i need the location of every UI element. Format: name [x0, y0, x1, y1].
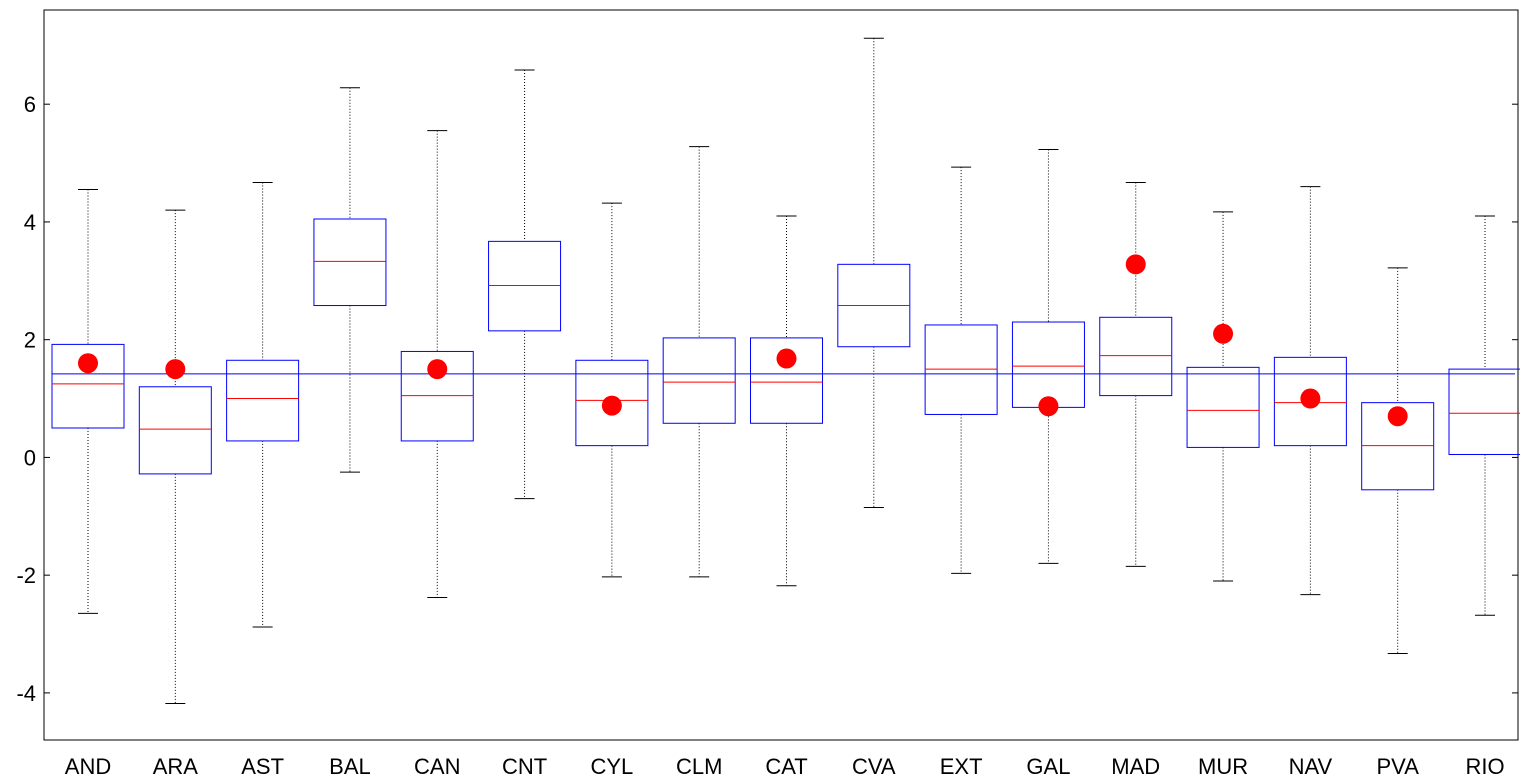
- x-tick-label: GAL: [1026, 754, 1070, 779]
- observed-point: [1038, 396, 1059, 417]
- plot-frame: [43, 9, 1519, 741]
- iqr-box: [1186, 366, 1260, 448]
- iqr-box: [1011, 321, 1085, 408]
- x-tick-label: CVA: [852, 754, 896, 779]
- observed-point: [78, 353, 98, 374]
- box-cyl: [575, 202, 649, 578]
- observed-point: [427, 359, 448, 380]
- box-pva: [1361, 267, 1435, 654]
- iqr-box: [1099, 316, 1173, 397]
- box-nav: [1273, 186, 1347, 596]
- iqr-box: [51, 343, 125, 429]
- iqr-box: [662, 337, 736, 424]
- y-axis: -4 -2 0 2 4 6: [16, 92, 1518, 706]
- iqr-box: [226, 359, 300, 442]
- iqr-box: [1448, 368, 1520, 455]
- iqr-box: [1273, 356, 1347, 447]
- y-tick-label: 0: [24, 445, 36, 470]
- observed-point: [776, 348, 797, 369]
- x-tick-label: NAV: [1289, 754, 1333, 779]
- observed-point: [1387, 406, 1408, 427]
- x-tick-label: CAN: [414, 754, 460, 779]
- box-mur: [1186, 211, 1260, 582]
- box-clm: [662, 146, 736, 578]
- box-cva: [837, 37, 911, 508]
- box-ast: [226, 181, 300, 628]
- x-tick-label: AND: [65, 754, 111, 779]
- box-can: [400, 130, 474, 599]
- x-axis: AND ARA AST BAL CAN CNT CYL CLM CAT CVA EXT GAL MAD M…: [65, 754, 1505, 779]
- x-tick-label: AST: [241, 754, 284, 779]
- x-tick-label: PVA: [1376, 754, 1419, 779]
- iqr-box: [750, 337, 823, 424]
- observed-point: [1300, 388, 1321, 409]
- box-mad: [1099, 181, 1173, 567]
- x-tick-label: CNT: [502, 754, 547, 779]
- iqr-box: [924, 324, 998, 415]
- x-tick-label: CYL: [590, 754, 633, 779]
- x-tick-label: MAD: [1111, 754, 1160, 779]
- box-and: [51, 189, 125, 614]
- iqr-box: [1361, 402, 1435, 491]
- box-ara: [138, 209, 212, 704]
- box-rio: [1448, 215, 1520, 616]
- iqr-box: [488, 240, 562, 332]
- box-gal: [1011, 149, 1085, 564]
- x-tick-label: MUR: [1198, 754, 1248, 779]
- x-tick-label: BAL: [329, 754, 371, 779]
- y-tick-label: -2: [16, 563, 36, 588]
- iqr-box: [400, 350, 474, 442]
- x-tick-label: CAT: [765, 754, 807, 779]
- y-tick-label: 4: [24, 210, 36, 235]
- box-cnt: [488, 69, 562, 500]
- y-tick-label: 2: [24, 328, 36, 353]
- x-tick-label: RIO: [1465, 754, 1504, 779]
- iqr-box: [313, 218, 387, 307]
- observed-point: [601, 395, 622, 416]
- iqr-box: [138, 386, 212, 475]
- y-tick-label: 6: [24, 92, 36, 117]
- box-series: [51, 37, 1520, 704]
- box-ext: [924, 166, 998, 574]
- observed-point: [1125, 254, 1146, 275]
- x-tick-label: ARA: [153, 754, 199, 779]
- box-cat: [750, 215, 823, 587]
- observed-point: [1213, 323, 1234, 344]
- y-tick-label: -4: [16, 681, 36, 706]
- iqr-box: [575, 359, 649, 447]
- x-tick-label: EXT: [940, 754, 983, 779]
- box-bal: [313, 87, 387, 473]
- observed-point: [165, 359, 186, 380]
- x-tick-label: CLM: [676, 754, 722, 779]
